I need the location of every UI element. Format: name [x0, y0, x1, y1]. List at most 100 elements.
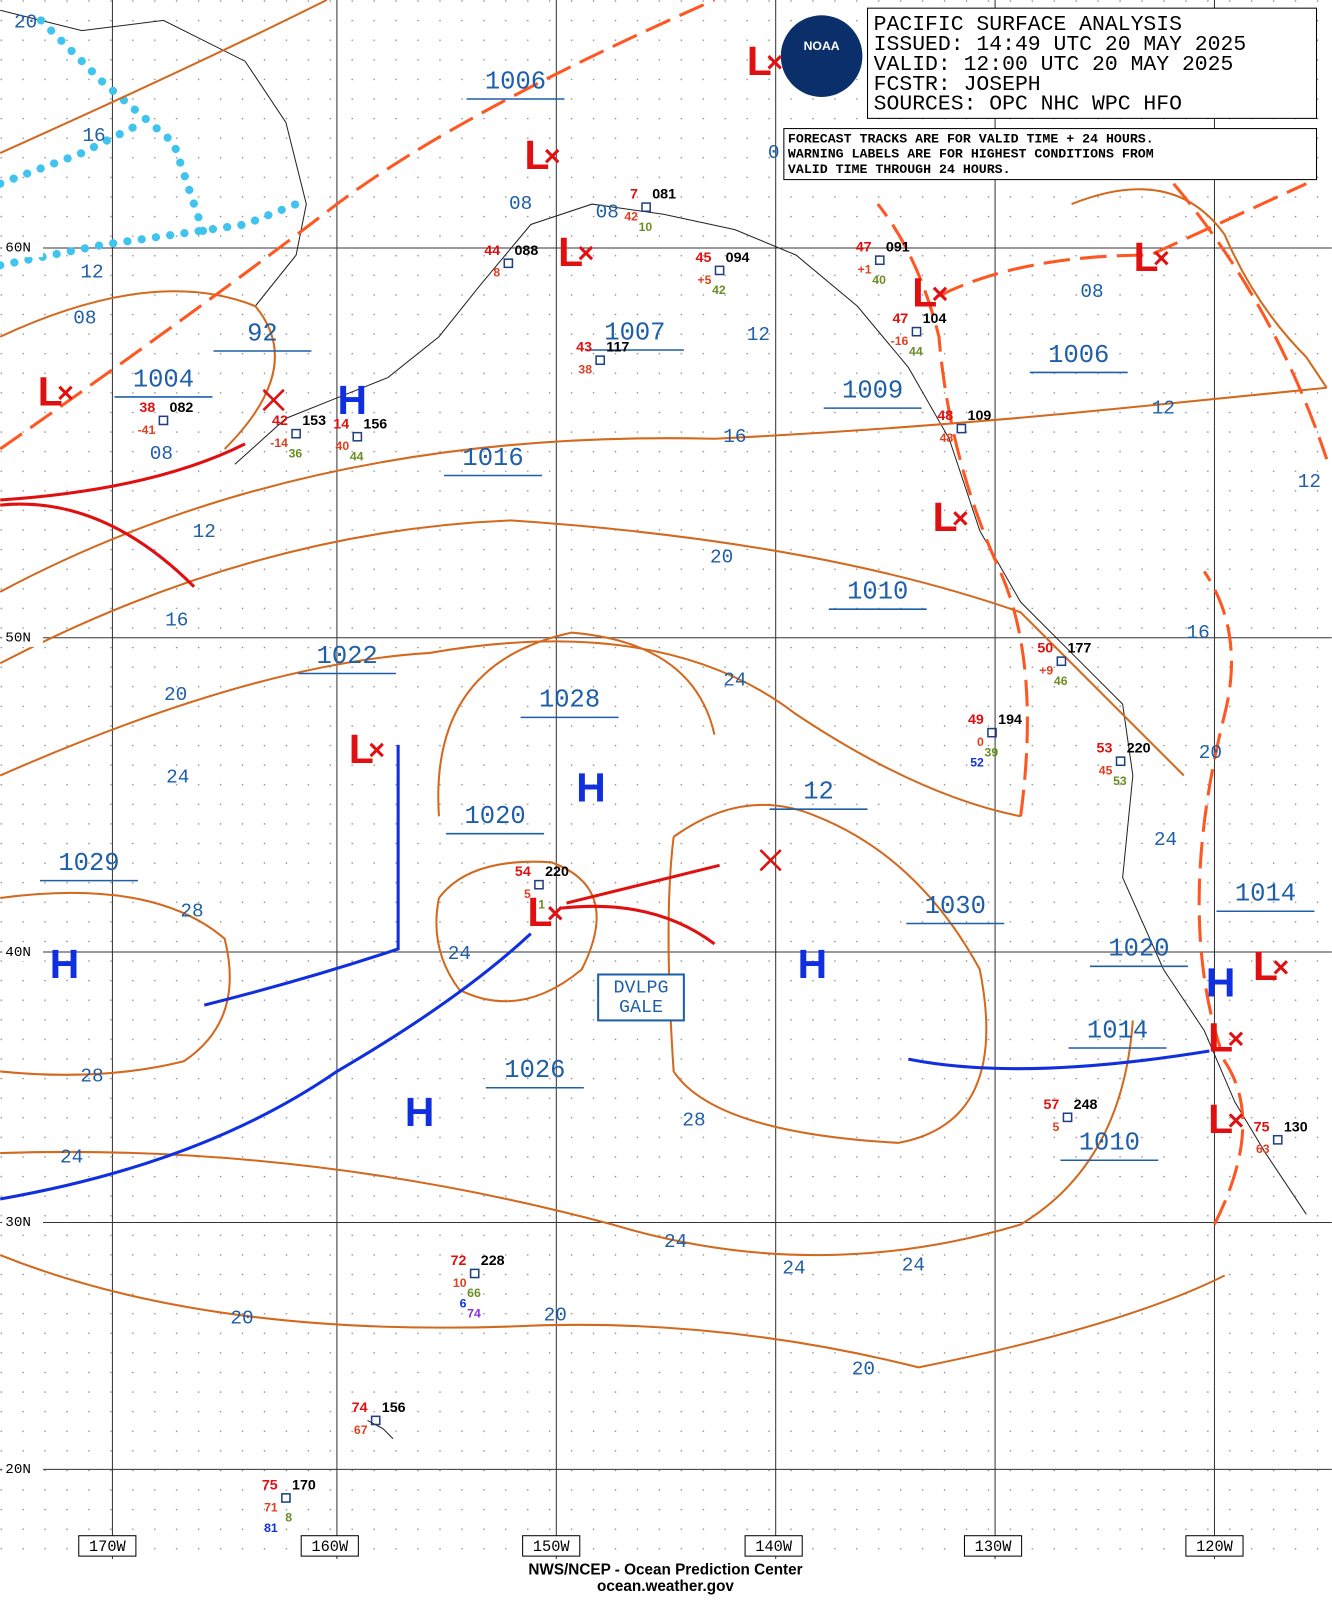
low-cross — [1228, 1031, 1244, 1046]
longitude-box — [744, 1535, 803, 1557]
header-line: VALID: 12:00 UTC 20 MAY 2025 — [874, 53, 1234, 77]
central-pressure: 1006 — [1048, 341, 1109, 370]
isobar-label: 08 — [73, 307, 96, 329]
latitude-label: 40N — [5, 945, 31, 961]
isobar-label: 08 — [1080, 281, 1103, 303]
track-cross — [759, 849, 782, 872]
track-cross — [262, 388, 285, 412]
high-center: H — [1206, 959, 1235, 1005]
station-pressure: 220 — [1127, 741, 1151, 757]
low-cross — [369, 742, 384, 758]
low-center: L — [349, 726, 374, 772]
low-center: L — [558, 229, 583, 275]
station-value: -14 — [270, 436, 288, 450]
station-value: 46 — [1054, 674, 1068, 688]
station-pressure: 091 — [886, 240, 910, 256]
station-temperature: 54 — [515, 864, 531, 880]
station-temperature: 42 — [272, 413, 288, 429]
isobar-label: 20 — [164, 684, 187, 706]
station-temperature: 75 — [262, 1477, 278, 1493]
station-value: 40 — [872, 273, 886, 287]
low-center: L — [1253, 943, 1278, 989]
station-value: 63 — [1256, 1142, 1270, 1156]
station-temperature: 72 — [451, 1253, 467, 1269]
station-marker — [1056, 656, 1067, 667]
isobar-label: 20 — [852, 1359, 875, 1381]
isobars — [0, 0, 1328, 1369]
station-pressure: 117 — [606, 340, 629, 356]
station-value: 6 — [460, 1296, 467, 1310]
low-cross — [1273, 960, 1289, 975]
central-pressure: 1006 — [485, 67, 546, 96]
station-value: 53 — [1113, 774, 1127, 788]
station-marker — [281, 1493, 291, 1503]
logo-circle — [780, 15, 863, 97]
header-line: SOURCES: OPC NHC WPC HFO — [874, 93, 1182, 117]
isobar-label: 20 — [544, 1304, 567, 1326]
station-temperature: 57 — [1043, 1097, 1059, 1113]
station-pressure: 094 — [726, 250, 750, 266]
station-value: +9 — [1039, 664, 1053, 678]
station-value: 71 — [264, 1500, 278, 1514]
notice-line: FORECAST TRACKS ARE FOR VALID TIME + 24 … — [788, 131, 1154, 146]
low-center: L — [912, 270, 937, 316]
station-temperature: 50 — [1037, 641, 1053, 657]
longitude-label: 150W — [533, 1538, 571, 1556]
station-pressure: 220 — [545, 864, 569, 880]
low-center: L — [747, 38, 772, 84]
low-center: L — [524, 132, 549, 178]
central-pressure: 1020 — [1108, 935, 1169, 964]
isobar-label: 16 — [165, 610, 188, 632]
station-pressure: 088 — [514, 243, 538, 259]
station-value: +5 — [697, 273, 711, 287]
station-temperature: 48 — [937, 408, 953, 424]
notice-box — [783, 128, 1318, 181]
longitude-box — [1185, 1535, 1244, 1557]
high-center: H — [405, 1089, 434, 1135]
sea-ice — [0, 16, 301, 270]
longitude-box — [522, 1535, 581, 1557]
latitude-label: 60N — [5, 241, 31, 257]
footer-line: ocean.weather.gov — [597, 1578, 734, 1595]
station-marker — [1062, 1112, 1073, 1123]
longitude-label: 140W — [755, 1538, 793, 1556]
longitude-label: 160W — [311, 1538, 349, 1556]
high-center: H — [576, 765, 605, 811]
latitude-label: 20N — [5, 1462, 31, 1478]
central-pressure: 1026 — [504, 1056, 565, 1085]
station-value: 42 — [712, 283, 726, 297]
isobar-label: 24 — [448, 943, 471, 965]
low-cross — [545, 148, 560, 164]
longitude-box — [300, 1535, 359, 1557]
central-pressure: 1028 — [539, 686, 600, 715]
isobar-label: 16 — [82, 125, 105, 147]
isobar-label: 16 — [723, 426, 746, 448]
latitude-box — [2, 1460, 44, 1479]
high-center: H — [337, 377, 366, 423]
station-marker — [352, 431, 363, 442]
station-value: 44 — [350, 449, 364, 463]
station-value: 52 — [970, 755, 984, 769]
isobar-label: 12 — [80, 262, 103, 284]
station-marker — [1115, 756, 1126, 767]
station-marker — [595, 355, 606, 366]
central-pressure: 1022 — [317, 642, 378, 671]
low-cross — [767, 55, 782, 70]
isobar-label: 24 — [902, 1254, 925, 1276]
central-pressure: 92 — [247, 319, 278, 348]
station-temperature: 47 — [856, 240, 872, 256]
graticule — [0, 0, 1332, 1560]
station-value: 44 — [909, 344, 923, 358]
station-temperature: 45 — [696, 250, 712, 266]
station-marker — [370, 1415, 381, 1426]
footer-band — [0, 1559, 1332, 1600]
station-temperature: 75 — [1254, 1119, 1270, 1135]
central-pressure: 1004 — [133, 365, 194, 394]
station-value: 74 — [467, 1307, 481, 1321]
station-pressure: 170 — [292, 1477, 316, 1493]
central-pressure: 1014 — [1087, 1016, 1148, 1045]
latitude-box — [2, 1213, 44, 1232]
isobar-label: 20 — [710, 546, 733, 568]
isobar-label: 12 — [747, 324, 770, 346]
